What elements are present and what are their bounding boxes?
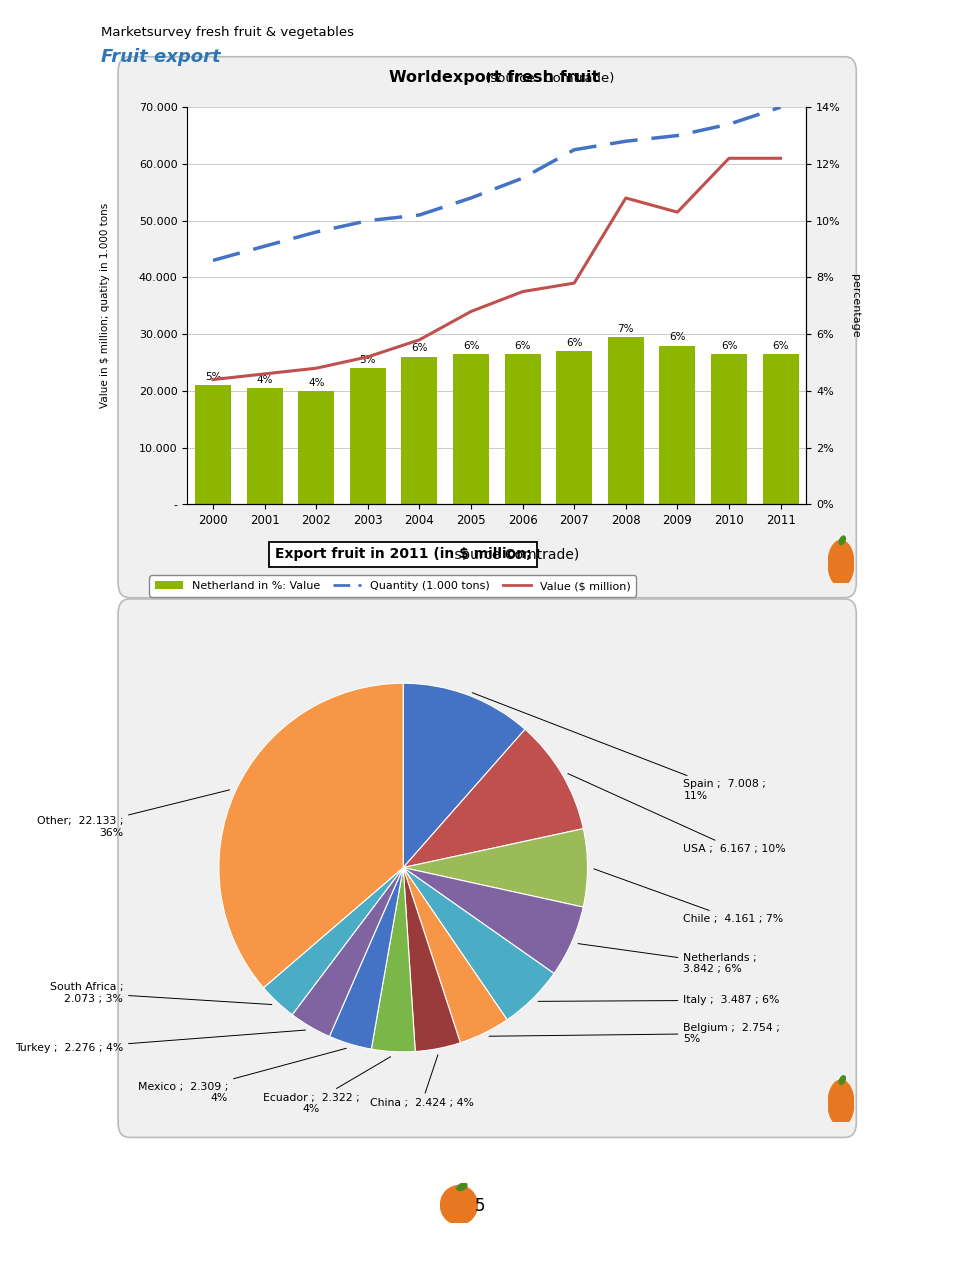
Wedge shape (263, 868, 403, 1015)
Text: 6%: 6% (411, 343, 427, 353)
Circle shape (828, 541, 853, 586)
Circle shape (828, 1081, 853, 1126)
Text: Export fruit in 2011 (in $ million;: Export fruit in 2011 (in $ million; (275, 547, 532, 561)
Text: Marketsurvey fresh fruit & vegetables: Marketsurvey fresh fruit & vegetables (101, 26, 354, 39)
Text: Other;  22.133 ;
36%: Other; 22.133 ; 36% (36, 789, 229, 837)
Wedge shape (292, 868, 403, 1037)
Bar (195, 386, 231, 504)
Wedge shape (403, 729, 584, 868)
Bar (608, 337, 644, 504)
Text: 7%: 7% (617, 324, 634, 334)
Bar (711, 354, 747, 504)
Text: Turkey ;  2.276 ; 4%: Turkey ; 2.276 ; 4% (14, 1030, 305, 1053)
Circle shape (441, 1185, 477, 1224)
Text: Chile ;  4.161 ; 7%: Chile ; 4.161 ; 7% (594, 869, 783, 924)
Text: Belgium ;  2.754 ;
5%: Belgium ; 2.754 ; 5% (489, 1023, 780, 1044)
Text: 5%: 5% (204, 372, 221, 382)
Text: 4%: 4% (256, 375, 273, 385)
Text: South Africa ;
2.073 ; 3%: South Africa ; 2.073 ; 3% (50, 982, 272, 1005)
Bar (453, 354, 489, 504)
Y-axis label: Value in $ million; quatity in 1.000 tons: Value in $ million; quatity in 1.000 ton… (100, 203, 109, 409)
Text: 6%: 6% (566, 338, 583, 348)
Bar (762, 354, 799, 504)
Y-axis label: percentage: percentage (851, 274, 860, 338)
Text: Italy ;  3.487 ; 6%: Italy ; 3.487 ; 6% (538, 995, 780, 1005)
Bar (660, 346, 695, 504)
Text: Worldexport fresh fruit: Worldexport fresh fruit (389, 71, 605, 86)
Text: source Comtrade): source Comtrade) (228, 547, 579, 561)
Bar (556, 351, 592, 504)
Bar (247, 388, 282, 504)
Bar (349, 368, 386, 504)
Wedge shape (403, 683, 525, 868)
Text: Spain ;  7.008 ;
11%: Spain ; 7.008 ; 11% (472, 692, 766, 801)
Wedge shape (219, 683, 403, 987)
Text: 6%: 6% (721, 340, 737, 351)
Bar (401, 357, 438, 504)
Wedge shape (372, 868, 416, 1052)
Wedge shape (403, 868, 507, 1043)
Text: 6%: 6% (463, 340, 479, 351)
Text: Ecuador ;  2.322 ;
4%: Ecuador ; 2.322 ; 4% (263, 1057, 391, 1115)
Text: 5: 5 (475, 1197, 485, 1214)
Text: China ;  2.424 ; 4%: China ; 2.424 ; 4% (370, 1054, 473, 1108)
Text: Netherlands ;
3.842 ; 6%: Netherlands ; 3.842 ; 6% (578, 943, 757, 975)
Text: 5%: 5% (360, 354, 376, 364)
Ellipse shape (839, 1076, 846, 1084)
Text: 6%: 6% (773, 340, 789, 351)
Text: 6%: 6% (515, 340, 531, 351)
Ellipse shape (839, 536, 846, 545)
Text: (source: Comtrade): (source: Comtrade) (379, 72, 614, 86)
Bar (299, 391, 334, 504)
Text: Fruit export: Fruit export (101, 48, 221, 66)
Wedge shape (403, 868, 461, 1052)
Text: 6%: 6% (669, 332, 685, 342)
Legend: Netherland in %: Value, Quantity (1.000 tons), Value ($ million): Netherland in %: Value, Quantity (1.000 … (150, 575, 636, 596)
Wedge shape (403, 868, 584, 973)
Text: Mexico ;  2.309 ;
4%: Mexico ; 2.309 ; 4% (137, 1048, 347, 1103)
Bar (505, 354, 540, 504)
Wedge shape (329, 868, 403, 1049)
Wedge shape (403, 828, 588, 907)
Ellipse shape (457, 1183, 467, 1190)
Wedge shape (403, 868, 554, 1020)
Text: USA ;  6.167 ; 10%: USA ; 6.167 ; 10% (568, 773, 786, 854)
Text: 4%: 4% (308, 377, 324, 387)
